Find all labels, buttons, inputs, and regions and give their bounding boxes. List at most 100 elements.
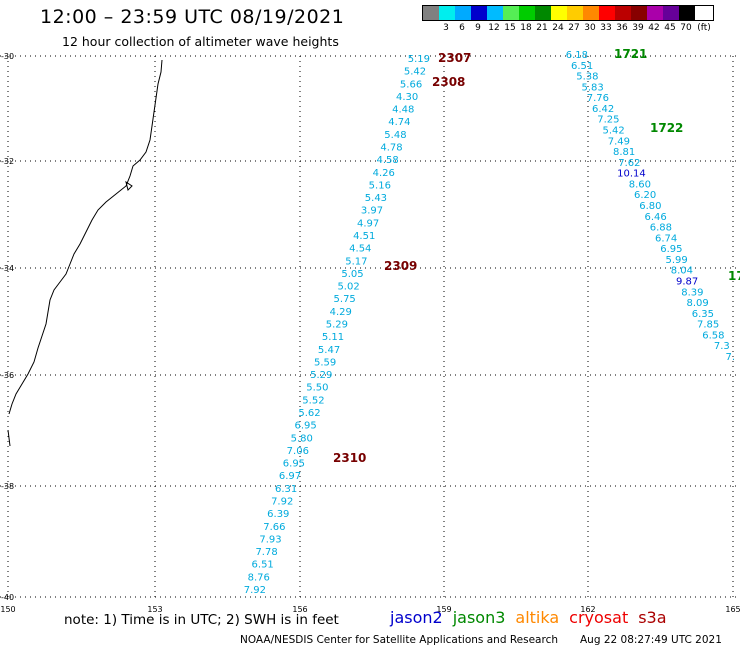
color-scale-tick: 12 (488, 23, 500, 33)
pass-number-label: 2308 (432, 75, 465, 89)
color-scale-tick: 21 (536, 23, 548, 33)
wave-height-value: 7.92 (271, 497, 293, 508)
map-subtitle: 12 hour collection of altimeter wave hei… (62, 34, 339, 49)
color-swatch (455, 6, 471, 20)
wave-height-value: 7.62 (618, 158, 640, 169)
wave-height-value: 5.62 (298, 408, 320, 419)
wave-height-value: 5.43 (365, 193, 387, 204)
satellite-name: cryosat (569, 608, 629, 627)
wave-height-value: 5.66 (400, 79, 422, 90)
wave-height-value: 6.58 (702, 330, 724, 341)
wave-height-value: 6.18 (566, 50, 588, 61)
wave-height-value: 5.38 (576, 72, 598, 83)
pass-number-label: 1722 (650, 121, 683, 135)
color-scale-tick: 3 (443, 23, 449, 33)
color-swatch (439, 6, 455, 20)
wave-height-value: 8.09 (686, 298, 708, 309)
longitude-label: 165 (725, 605, 740, 614)
wave-height-value: 6.95 (294, 421, 316, 432)
latitude-label: -34 (1, 264, 14, 273)
pass-number-label: 1721 (614, 47, 647, 61)
color-swatch (487, 6, 503, 20)
color-swatch (679, 6, 695, 20)
wave-height-value: 8.39 (681, 287, 703, 298)
pass-number-label: 2309 (384, 259, 417, 273)
wave-height-value: 7.76 (587, 93, 609, 104)
wave-height-value: 5.59 (314, 357, 336, 368)
latitude-label: -40 (1, 593, 14, 602)
color-swatch (663, 6, 679, 20)
color-scale-tick: 24 (552, 23, 564, 33)
satellite-legend: jason2 jason3 altika cryosat s3a (390, 608, 677, 627)
wave-height-value: 8.81 (613, 147, 635, 158)
wave-height-value: 4.51 (353, 231, 375, 242)
latitude-label: -32 (1, 157, 14, 166)
wave-height-value: 6.35 (692, 309, 714, 320)
wave-height-value: 5.16 (369, 180, 391, 191)
color-swatch (503, 6, 519, 20)
wave-height-value: 9.87 (676, 277, 698, 288)
wave-height-value: 5.50 (306, 383, 328, 394)
wave-height-value: 5.83 (581, 82, 603, 93)
wave-height-value: 5.42 (602, 126, 624, 137)
generated-timestamp: Aug 22 08:27:49 UTC 2021 (580, 634, 722, 646)
wave-height-value: 6.51 (571, 61, 593, 72)
wave-height-value: 6.74 (655, 233, 677, 244)
wave-height-value: 5.05 (341, 269, 363, 280)
longitude-label: 153 (147, 605, 162, 614)
wave-height-value: 7.3 (714, 341, 730, 352)
color-swatch (519, 6, 535, 20)
wave-height-value: 5.02 (337, 282, 359, 293)
wave-height-value: 5.99 (665, 255, 687, 266)
wave-height-value: 7.49 (608, 136, 630, 147)
wave-height-value: 6.51 (252, 560, 274, 571)
wave-height-value: 5.29 (326, 320, 348, 331)
color-swatch (599, 6, 615, 20)
coastline (8, 59, 163, 415)
wave-height-value: 5.17 (345, 256, 367, 267)
altimeter-tracks: 5.195.425.664.304.484.745.484.784.584.26… (244, 50, 735, 596)
wave-height-value: 8.60 (629, 179, 651, 190)
wave-height-value: 5.80 (291, 433, 313, 444)
wave-height-value: 6.42 (592, 104, 614, 115)
color-swatch (535, 6, 551, 20)
wave-height-value: 4.97 (357, 218, 379, 229)
credit-text: NOAA/NESDIS Center for Satellite Applica… (240, 634, 558, 646)
color-scale-tick: 39 (632, 23, 644, 33)
wave-height-value: 3.97 (361, 206, 383, 217)
pass-number-label: 2310 (333, 451, 366, 465)
longitude-label: 150 (0, 605, 15, 614)
color-scale-unit: (ft) (697, 23, 711, 33)
wave-height-value: 4.48 (392, 105, 414, 116)
wave-height-value: 6.46 (644, 212, 666, 223)
wave-height-value: 5.75 (334, 294, 356, 305)
axis-labels: -30 -32 -34 -36 -38 -40 150 153 156 159 162 165 (0, 52, 740, 614)
wave-height-value: 6.20 (634, 190, 656, 201)
wave-height-value: 4.29 (330, 307, 352, 318)
color-swatch (583, 6, 599, 20)
longitude-label: 156 (292, 605, 307, 614)
wave-height-value: 4.58 (376, 155, 398, 166)
wave-height-value: 6.95 (283, 459, 305, 470)
wave-height-value: 7.06 (287, 446, 309, 457)
color-scale-legend: 3 6 9 12 15 18 21 24 27 30 33 36 39 42 45 70 (ft) (422, 5, 714, 33)
color-swatch (615, 6, 631, 20)
wave-height-value: 6.80 (639, 201, 661, 212)
wave-height-value: 6.39 (267, 509, 289, 520)
satellite-name: jason2 (390, 608, 443, 627)
wave-height-value: 4.54 (349, 244, 371, 255)
footer-note: note: 1) Time is in UTC; 2) SWH is in fe… (64, 612, 339, 628)
wave-height-value: 4.26 (373, 168, 395, 179)
lat-lon-grid (0, 55, 740, 598)
color-scale-bar (422, 5, 714, 21)
color-swatch (567, 6, 583, 20)
wave-height-value: 6.31 (275, 484, 297, 495)
latitude-label: -38 (1, 482, 14, 491)
wave-height-value: 5.29 (310, 370, 332, 381)
wave-height-value: 8.04 (671, 266, 693, 277)
satellite-name: s3a (638, 608, 667, 627)
wave-height-value: 6.95 (660, 244, 682, 255)
wave-height-value: 4.30 (396, 92, 418, 103)
color-scale-tick: 30 (584, 23, 596, 33)
